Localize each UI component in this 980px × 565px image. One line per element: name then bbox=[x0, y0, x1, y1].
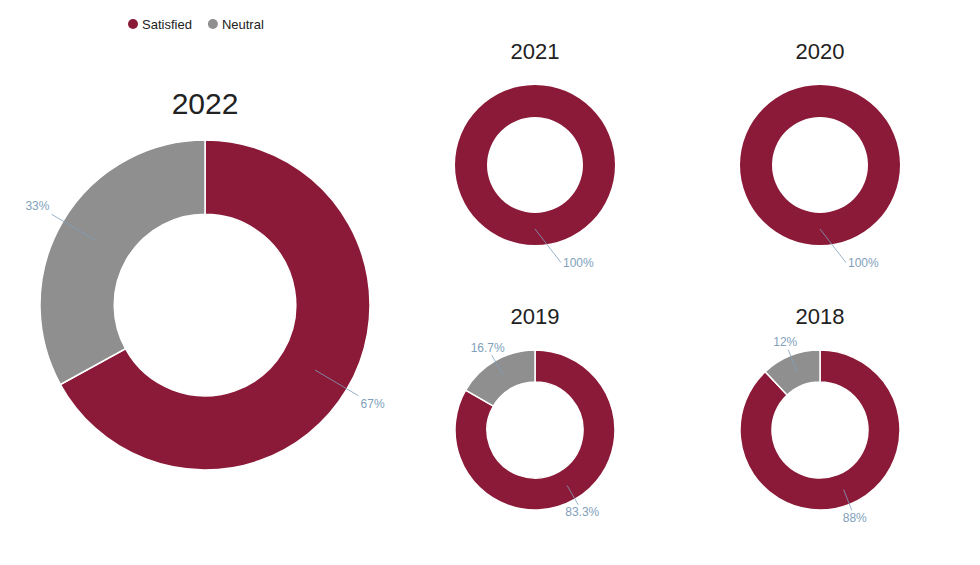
data-label: 83.3% bbox=[565, 505, 599, 519]
label-leader bbox=[535, 229, 561, 263]
label-leader bbox=[52, 214, 95, 240]
chart-title: 2019 bbox=[511, 304, 560, 329]
chart-svg: 2022 67% 33% 2021 100% 2020 100% 2019 83.3% 16.7%… bbox=[0, 0, 980, 565]
donut-slice bbox=[740, 85, 900, 245]
label-leader bbox=[820, 229, 846, 263]
chart-container: 2022 67% 33% 2021 100% 2020 100% 2019 83.3% 16.7%… bbox=[0, 0, 980, 565]
data-label: 88% bbox=[843, 511, 867, 525]
donut-chart: 2018 88% 12% bbox=[740, 304, 900, 525]
label-leader bbox=[567, 485, 578, 504]
data-label: 16.7% bbox=[471, 341, 505, 355]
donut-chart: 2020 100% bbox=[740, 39, 900, 270]
legend: Satisfied Neutral bbox=[128, 17, 264, 32]
label-leader bbox=[492, 355, 503, 374]
chart-title: 2020 bbox=[796, 39, 845, 64]
donut-chart: 2021 100% bbox=[455, 39, 615, 270]
legend-marker bbox=[128, 19, 138, 29]
label-leader bbox=[315, 370, 358, 396]
chart-title: 2018 bbox=[796, 304, 845, 329]
legend-label: Neutral bbox=[222, 17, 264, 32]
donut-slice bbox=[466, 350, 535, 406]
legend-marker bbox=[208, 19, 218, 29]
legend-label: Satisfied bbox=[142, 17, 192, 32]
donut-slice bbox=[765, 350, 820, 395]
donut-slice bbox=[455, 350, 615, 510]
donut-chart: 2019 83.3% 16.7% bbox=[455, 304, 615, 519]
data-label: 100% bbox=[563, 256, 594, 270]
donut-slice bbox=[40, 140, 205, 384]
label-leader bbox=[788, 350, 796, 371]
data-label: 33% bbox=[25, 199, 49, 213]
data-label: 100% bbox=[848, 256, 879, 270]
donut-slice bbox=[455, 85, 615, 245]
data-label: 12% bbox=[773, 335, 797, 349]
donut-slice bbox=[740, 350, 900, 510]
label-leader bbox=[844, 490, 852, 511]
chart-title: 2021 bbox=[511, 39, 560, 64]
data-label: 67% bbox=[361, 397, 385, 411]
chart-title: 2022 bbox=[172, 87, 239, 120]
donut-chart: 2022 67% 33% bbox=[25, 87, 385, 470]
